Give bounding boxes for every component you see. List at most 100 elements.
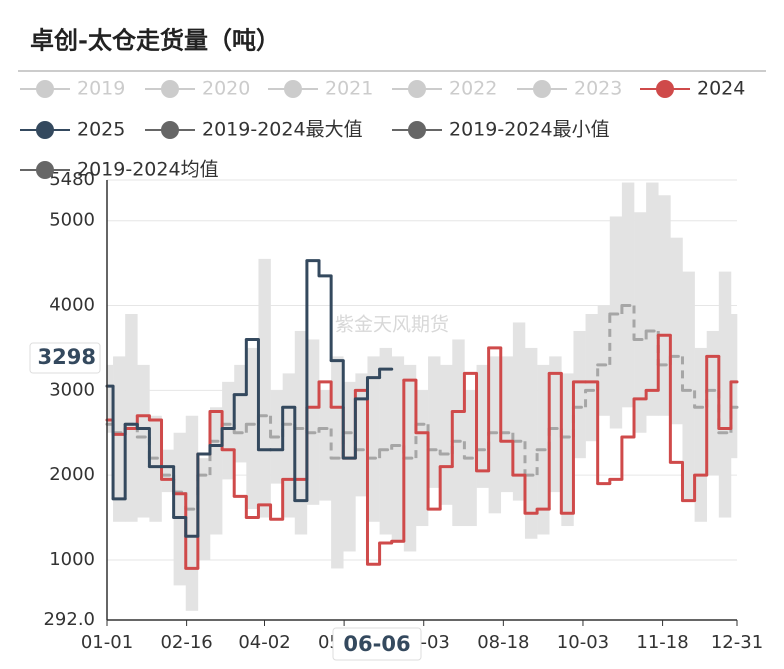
range-band [658, 195, 671, 416]
series-line [105, 259, 394, 538]
y-tick-label: 5000 [49, 210, 95, 231]
range-band [258, 258, 271, 518]
pointer-y-box [29, 342, 101, 374]
range-band [730, 314, 738, 459]
legend-item[interactable]: 2024 [640, 78, 745, 100]
legend-marker [408, 121, 426, 139]
range-band [452, 339, 465, 527]
y-tick-label: 3000 [49, 379, 95, 400]
legend-label: 2021 [325, 78, 373, 100]
range-band [137, 364, 150, 518]
range-band [524, 347, 538, 539]
range-band [246, 347, 259, 510]
range-band [173, 432, 187, 586]
range-band [573, 330, 586, 459]
legend-label: 2019-2024最大值 [202, 119, 363, 141]
legend-marker [533, 80, 551, 98]
x-tick-label: 08-18 [477, 632, 529, 653]
range-band [512, 322, 526, 501]
range-band [682, 271, 695, 501]
range-band [161, 449, 174, 493]
range-band [294, 330, 308, 535]
legend-item[interactable]: 2023 [517, 78, 622, 100]
legend-marker [36, 80, 54, 98]
legend-marker [408, 80, 426, 98]
range-band [718, 271, 732, 518]
range-band [209, 407, 223, 535]
x-tick-label: 11-18 [636, 632, 688, 653]
axis-pointer: 06-06 3298 [29, 342, 422, 661]
range-band [319, 390, 332, 501]
legend-item[interactable]: 2020 [145, 78, 250, 100]
legend-item[interactable]: 2021 [268, 78, 373, 100]
legend-label: 2019-2024均值 [77, 159, 219, 181]
legend-marker [656, 80, 674, 98]
legend-marker [284, 80, 302, 98]
legend-marker [161, 80, 179, 98]
y-tick-label: 2000 [49, 464, 95, 485]
series-line [105, 304, 739, 511]
legend-item[interactable]: 2019-2024最大值 [145, 119, 363, 141]
pointer-y-label: 3298 [38, 345, 96, 369]
range-band [415, 390, 429, 527]
legend-marker [161, 121, 179, 139]
y-tick-label: 4000 [49, 295, 95, 316]
range-band [585, 314, 598, 442]
legend-item[interactable]: 2019-2024最小值 [392, 119, 610, 141]
range-band [222, 381, 235, 480]
legend-item[interactable]: 2019 [20, 78, 125, 100]
range-band [355, 373, 368, 497]
y-tick-label: 292.0 [43, 609, 95, 630]
range-band [282, 373, 296, 518]
legend-label: 2022 [449, 78, 497, 100]
y-tick-label: 5480 [49, 169, 95, 190]
range-band [107, 364, 114, 433]
x-tick-label: 02-16 [160, 632, 212, 653]
range-band [197, 458, 211, 560]
range-band [343, 381, 356, 552]
legend-item[interactable]: 2025 [20, 119, 125, 141]
range-band [379, 347, 393, 535]
range-band [621, 182, 635, 408]
legend-item[interactable]: 2019-2024均值 [20, 159, 219, 181]
range-band [549, 356, 562, 493]
range-band [185, 415, 199, 611]
watermark: 紫金天风期货 [335, 314, 449, 336]
legend-label: 2019-2024最小值 [449, 119, 610, 141]
range-band [428, 356, 441, 488]
legend-label: 2025 [77, 119, 125, 141]
x-tick-label: 12-31 [711, 632, 763, 653]
chart-title: 卓创-太仓走货量（吨） [30, 26, 280, 55]
range-band [488, 356, 502, 514]
range-band [391, 356, 405, 543]
range-band [149, 415, 162, 522]
range-band [634, 212, 647, 433]
range-band [561, 373, 574, 527]
range-band [500, 356, 514, 493]
range-band [367, 356, 380, 522]
x-tick-label: 04-02 [238, 632, 290, 653]
plot-area: 292.0 1000 2000 3000 4000 5000 5480 01-01 02-16 0… [43, 169, 763, 653]
range-band [670, 237, 683, 425]
pointer-x-label: 06-06 [343, 632, 410, 656]
legend-label: 2020 [202, 78, 250, 100]
range-band [113, 356, 126, 522]
range-band [597, 305, 611, 416]
range-band [125, 314, 138, 522]
y-tick-label: 1000 [49, 549, 95, 570]
legend-item[interactable]: 2022 [392, 78, 497, 100]
range-band [694, 347, 708, 522]
legend-label: 2024 [697, 78, 745, 100]
legend-marker [36, 161, 54, 179]
range-band [331, 356, 344, 569]
range-band [440, 364, 453, 505]
range-band [476, 364, 489, 488]
x-tick-label: 01-01 [81, 632, 133, 653]
legend: 2019 2020 2021 2022 2023 2024 2025 2019-2024最大值… [20, 78, 745, 181]
pointer-x-box [332, 627, 422, 661]
range-band [706, 330, 720, 476]
x-tick-label: 10-03 [557, 632, 609, 653]
range-band [306, 339, 320, 505]
